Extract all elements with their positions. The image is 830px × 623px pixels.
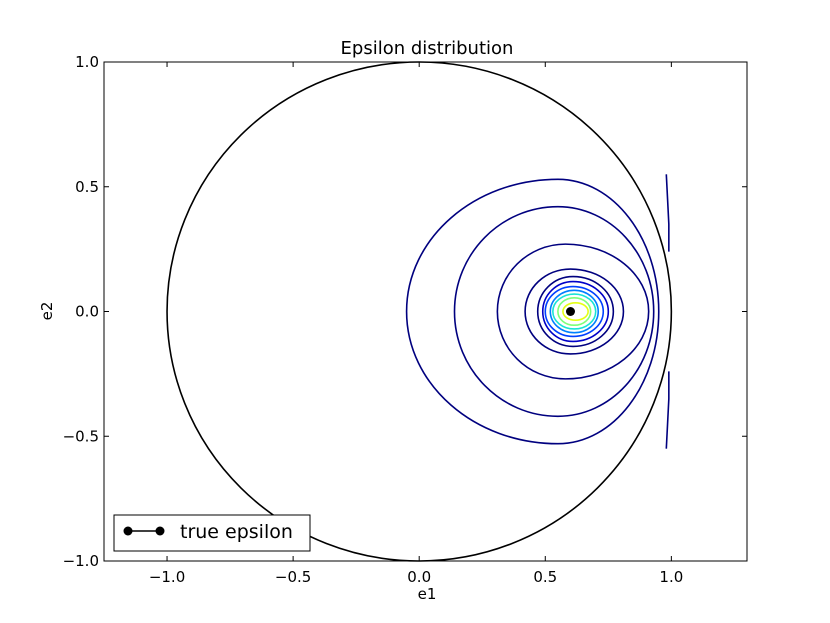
contour-line-5 bbox=[541, 280, 610, 343]
x-tick-label-0: −1.0 bbox=[149, 568, 185, 586]
contour-line-1 bbox=[453, 205, 655, 418]
legend-marker-left bbox=[123, 526, 133, 536]
x-tick-label-3: 0.5 bbox=[533, 568, 557, 586]
y-tick-label-1: −0.5 bbox=[63, 427, 99, 445]
contour-line-0 bbox=[405, 178, 660, 445]
contour-line-2 bbox=[496, 243, 650, 380]
contour-line-7 bbox=[549, 289, 600, 334]
x-tick-label-4: 1.0 bbox=[659, 568, 683, 586]
contour-line-10 bbox=[562, 301, 589, 322]
contour-edge-segment-1 bbox=[665, 371, 670, 449]
contour-line-3 bbox=[524, 268, 625, 355]
x-tick-label-2: 0.0 bbox=[407, 568, 431, 586]
true-epsilon-point bbox=[565, 307, 575, 316]
contour-line-6 bbox=[544, 285, 605, 338]
y-tick-label-4: 1.0 bbox=[75, 53, 99, 71]
legend-marker-right bbox=[155, 526, 165, 536]
legend: true epsilon bbox=[113, 514, 311, 552]
x-axis-label: e1 bbox=[418, 585, 437, 603]
x-tick-label-1: −0.5 bbox=[275, 568, 311, 586]
chart-title: Epsilon distribution bbox=[341, 38, 514, 59]
plot-area bbox=[166, 61, 673, 562]
legend-box bbox=[113, 514, 311, 552]
y-axis-label: e2 bbox=[38, 302, 56, 321]
y-tick-label-0: −1.0 bbox=[63, 552, 99, 570]
legend-label: true epsilon bbox=[180, 521, 293, 543]
contour-line-4 bbox=[536, 275, 615, 348]
contour-line-8 bbox=[552, 293, 597, 330]
y-tick-label-2: 0.0 bbox=[75, 303, 99, 321]
y-tick-label-3: 0.5 bbox=[75, 178, 99, 196]
contour-edge-segment-0 bbox=[665, 174, 670, 252]
axis-ticks: −1.0 −0.5 0.0 0.5 1.0 −1.0 −0.5 0.0 0.5 1.0 bbox=[63, 53, 747, 586]
contour-line-9 bbox=[557, 296, 592, 327]
